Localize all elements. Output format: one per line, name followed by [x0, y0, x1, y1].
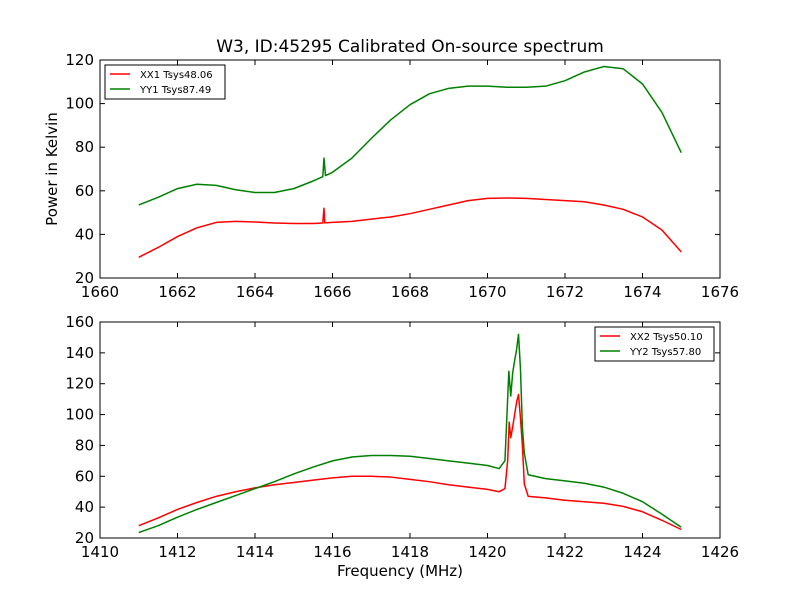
x-tick-label-2-5: 1420 — [468, 543, 506, 561]
x-tick-label-2-2: 1414 — [236, 543, 274, 561]
y-tick-label-2-3: 80 — [75, 436, 94, 454]
x-tick-label-2-1: 1412 — [158, 543, 196, 561]
legend-box-2 — [594, 326, 715, 362]
y-tick-label-2-0: 20 — [75, 529, 94, 547]
y-tick-label-2-2: 60 — [75, 467, 94, 485]
legend-label-1-1: XX1 Tsys48.06 — [140, 70, 213, 81]
y-tick-label-1-4: 100 — [65, 95, 94, 113]
x-tick-label-1-3: 1666 — [313, 283, 351, 301]
y-tick-label-1-0: 20 — [75, 269, 94, 287]
y-tick-label-1-1: 40 — [75, 225, 94, 243]
y-tick-label-2-4: 100 — [65, 406, 94, 424]
legend-2: XX2 Tsys50.10 YY2 Tsys57.80 — [594, 326, 715, 362]
y-axis-label-1: Power in Kelvin — [43, 112, 61, 226]
chart-panel-1: 1660 1662 1664 1666 1668 1670 1672 1674 1676 20 40… — [43, 51, 739, 301]
x-tick-label-2-8: 1426 — [701, 543, 739, 561]
series-line-2-1 — [138, 393, 682, 531]
x-axis-label-2: Frequency (MHz) — [337, 562, 463, 580]
legend-label-2-2: YY2 Tsys57.80 — [629, 347, 701, 358]
y-tick-label-2-7: 160 — [65, 313, 94, 331]
legend-1: XX1 Tsys48.06 YY1 Tsys87.49 — [104, 64, 226, 100]
x-tick-label-1-7: 1674 — [623, 283, 661, 301]
series-line-1-2 — [138, 65, 682, 206]
x-tick-label-2-4: 1418 — [391, 543, 429, 561]
x-tick-label-1-0: 1660 — [81, 283, 119, 301]
y-tick-label-2-6: 140 — [65, 344, 94, 362]
y-tick-label-2-1: 40 — [75, 498, 94, 516]
y-tick-label-2-5: 120 — [65, 375, 94, 393]
chart-title: W3, ID:45295 Calibrated On-source spectr… — [216, 37, 604, 57]
legend-label-2-1: XX2 Tsys50.10 — [630, 332, 703, 343]
series-line-1-1 — [138, 197, 682, 258]
chart-panel-2: 1410 1412 1414 1416 1418 1420 1422 1424 1426 20 40… — [65, 313, 739, 580]
legend-box-1 — [104, 64, 226, 100]
x-tick-label-2-7: 1424 — [623, 543, 661, 561]
x-tick-label-1-2: 1664 — [236, 283, 274, 301]
series-line-2-2 — [138, 333, 682, 534]
y-tick-label-1-5: 120 — [65, 51, 94, 69]
x-tick-label-1-4: 1668 — [391, 283, 429, 301]
x-tick-label-2-6: 1422 — [546, 543, 584, 561]
x-tick-label-1-5: 1670 — [468, 283, 506, 301]
x-tick-label-2-0: 1410 — [81, 543, 119, 561]
legend-label-1-2: YY1 Tsys87.49 — [139, 85, 211, 96]
x-tick-label-1-8: 1676 — [701, 283, 739, 301]
x-tick-label-1-1: 1662 — [158, 283, 196, 301]
y-tick-label-1-2: 60 — [75, 182, 94, 200]
x-tick-label-1-6: 1672 — [546, 283, 584, 301]
x-tick-label-2-3: 1416 — [313, 543, 351, 561]
y-tick-label-1-3: 80 — [75, 138, 94, 156]
